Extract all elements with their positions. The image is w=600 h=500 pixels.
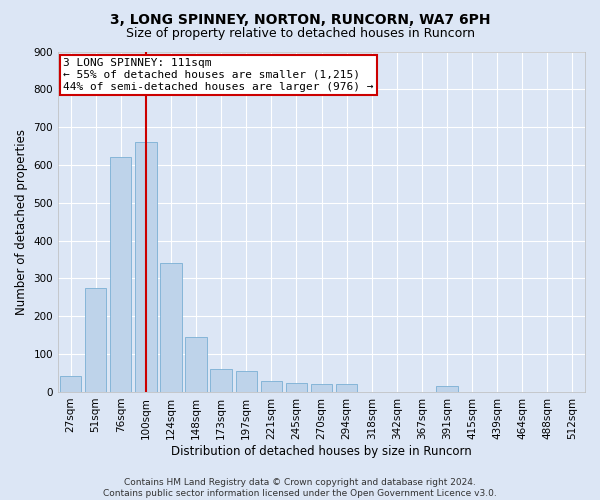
- Y-axis label: Number of detached properties: Number of detached properties: [15, 128, 28, 314]
- Bar: [211, 370, 232, 392]
- Bar: [311, 384, 332, 392]
- Text: 3 LONG SPINNEY: 111sqm
← 55% of detached houses are smaller (1,215)
44% of semi-: 3 LONG SPINNEY: 111sqm ← 55% of detached…: [64, 58, 374, 92]
- Bar: [135, 142, 157, 392]
- Bar: [85, 288, 106, 392]
- Text: 3, LONG SPINNEY, NORTON, RUNCORN, WA7 6PH: 3, LONG SPINNEY, NORTON, RUNCORN, WA7 6P…: [110, 12, 490, 26]
- X-axis label: Distribution of detached houses by size in Runcorn: Distribution of detached houses by size …: [171, 444, 472, 458]
- Text: Size of property relative to detached houses in Runcorn: Size of property relative to detached ho…: [125, 28, 475, 40]
- Bar: [160, 264, 182, 392]
- Bar: [236, 371, 257, 392]
- Bar: [60, 376, 81, 392]
- Bar: [436, 386, 458, 392]
- Bar: [185, 337, 207, 392]
- Bar: [286, 382, 307, 392]
- Bar: [110, 158, 131, 392]
- Text: Contains HM Land Registry data © Crown copyright and database right 2024.
Contai: Contains HM Land Registry data © Crown c…: [103, 478, 497, 498]
- Bar: [336, 384, 357, 392]
- Bar: [260, 380, 282, 392]
